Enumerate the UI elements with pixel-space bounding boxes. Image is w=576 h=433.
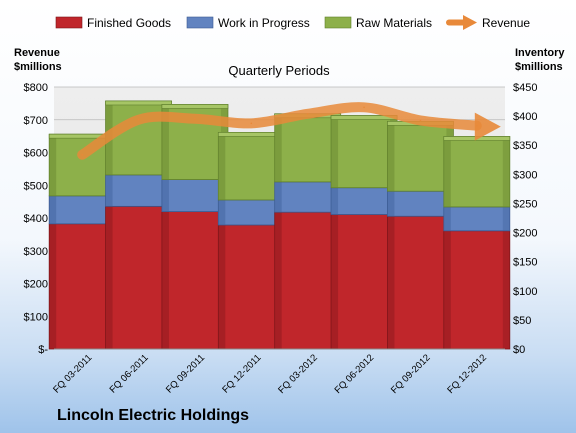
bar-segment-raw-materials: [443, 136, 511, 208]
left-axis-title-line1: Revenue: [14, 47, 60, 59]
bar-segment-work-in-progress: [161, 179, 229, 212]
right-tick-label: $200: [513, 228, 537, 240]
revenue-point: [137, 118, 140, 121]
category-labels: FQ 03-2011 FQ 06-2011 FQ 09-2011 FQ 12-2011…: [51, 352, 489, 396]
right-tick-label: $350: [513, 140, 537, 152]
right-tick-label: $100: [513, 286, 537, 298]
left-tick-label: $500: [24, 180, 48, 192]
revenue-point: [306, 113, 309, 115]
right-tick-label: $150: [513, 257, 537, 269]
legend-swatch-work-in-progress: [186, 16, 214, 29]
right-axis-ticks: $0 $50 $100 $150 $200 $250 $300 $350 $400 $450: [513, 82, 537, 356]
bar-segment-finished-goods: [443, 230, 511, 350]
revenue-point: [81, 153, 83, 156]
revenue-point: [476, 124, 478, 127]
left-tick-label: $700: [24, 115, 48, 127]
left-tick-label: $-: [38, 344, 48, 356]
right-tick-label: $50: [513, 315, 531, 327]
category-label: FQ 09-2012: [389, 352, 433, 396]
legend: Finished Goods Work in Progress Raw Mate…: [55, 15, 530, 30]
category-label: FQ 09-2011: [164, 352, 207, 395]
bar-segment-work-in-progress: [387, 190, 454, 217]
revenue-point: [250, 122, 253, 125]
bars: [48, 100, 511, 350]
right-axis-title-line2: $millions: [515, 61, 563, 73]
category-label: FQ 06-2012: [333, 352, 377, 396]
left-tick-label: $400: [24, 213, 48, 225]
revenue-point: [419, 119, 422, 122]
revenue-arrowhead: [474, 112, 501, 141]
bar-segment-work-in-progress: [330, 187, 398, 215]
revenue-point: [194, 117, 196, 120]
legend-arrow-icon: [446, 15, 477, 30]
left-tick-label: $300: [24, 246, 48, 258]
legend-label-revenue: Revenue: [482, 16, 530, 30]
bar-segment-finished-goods: [161, 211, 229, 350]
left-axis-title-line2: $millions: [14, 61, 62, 73]
bar-segment-work-in-progress: [443, 206, 511, 232]
category-label: FQ 12-2012: [445, 352, 489, 396]
right-tick-label: $300: [513, 169, 537, 181]
legend-swatch-raw-materials: [324, 16, 352, 29]
category-label: FQ 06-2011: [108, 352, 151, 395]
left-tick-label: $600: [24, 148, 48, 160]
legend-swatch-finished-goods: [55, 16, 83, 29]
right-tick-label: $0: [513, 344, 525, 356]
right-tick-label: $450: [513, 82, 537, 94]
legend-label-finished-goods: Finished Goods: [87, 16, 171, 30]
right-axis-title-line1: Inventory: [515, 47, 565, 59]
category-label: FQ 03-2012: [276, 352, 320, 396]
bar-segment-finished-goods: [48, 223, 116, 350]
left-tick-label: $800: [24, 82, 48, 94]
left-tick-label: $200: [24, 279, 48, 291]
left-tick-label: $100: [24, 311, 48, 323]
legend-label-raw-materials: Raw Materials: [356, 16, 432, 30]
revenue-point: [363, 106, 365, 109]
chart-subtitle: Quarterly Periods: [228, 63, 330, 78]
right-tick-label: $400: [513, 111, 537, 123]
right-tick-label: $250: [513, 198, 537, 210]
category-label: FQ 12-2011: [220, 352, 263, 395]
chart-title: Lincoln Electric Holdings: [57, 407, 249, 424]
category-label: FQ 03-2011: [51, 352, 94, 395]
revenue-line: [77, 102, 501, 160]
left-axis-ticks: $- $100 $200 $300 $400 $500 $600 $700 $800: [24, 82, 49, 356]
legend-label-work-in-progress: Work in Progress: [218, 16, 310, 30]
